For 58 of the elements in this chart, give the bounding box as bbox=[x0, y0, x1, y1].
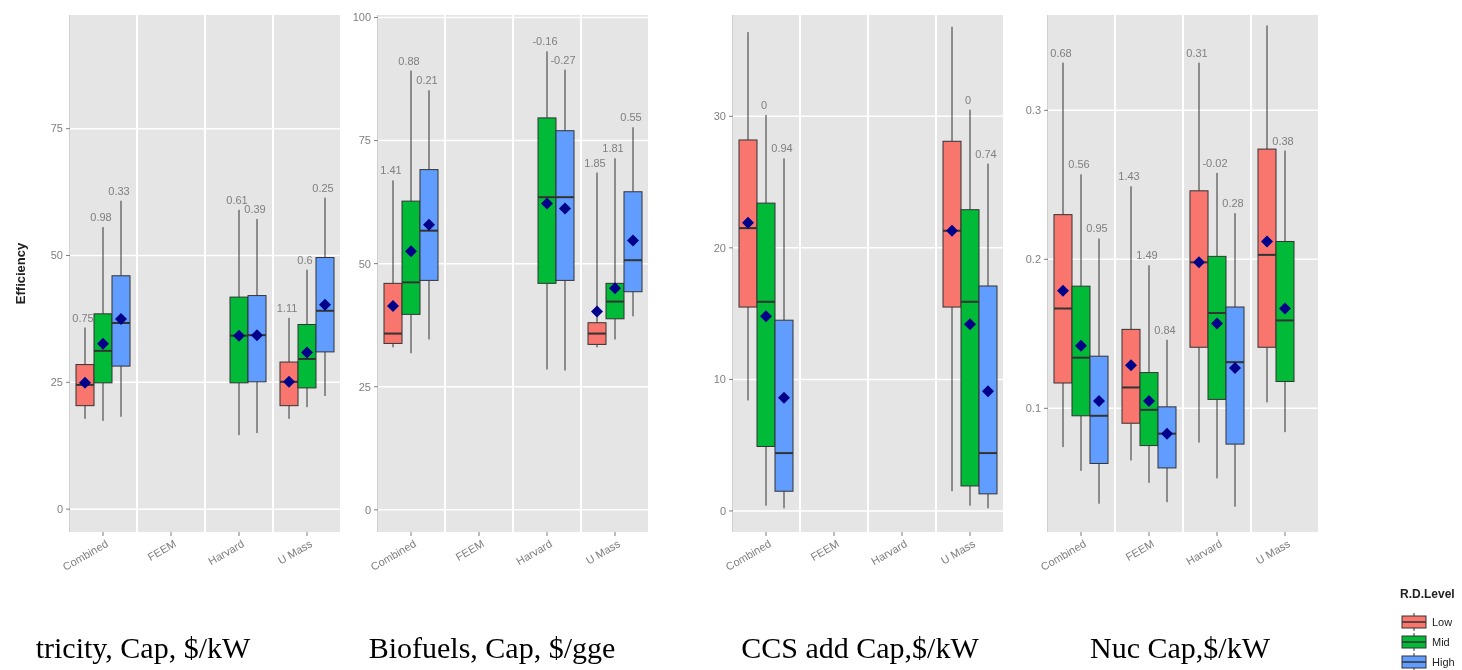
legend-label: Mid bbox=[1432, 636, 1450, 648]
text: 0.28 bbox=[1222, 197, 1244, 210]
text: 0.25 bbox=[312, 181, 334, 194]
x-tick-label: U Mass bbox=[275, 537, 315, 567]
text: 0.95 bbox=[1086, 222, 1108, 235]
text: 1.49 bbox=[1136, 249, 1158, 262]
text: Nuc Cap,$/kW bbox=[1090, 631, 1271, 664]
y-tick-label: 10 bbox=[713, 373, 726, 386]
text: 0 bbox=[760, 98, 768, 111]
text: 1.81 bbox=[602, 142, 624, 155]
y-tick-label: 0 bbox=[719, 504, 726, 517]
y-tick-label: 75 bbox=[50, 122, 63, 135]
text: 0.68 bbox=[1050, 46, 1072, 59]
text: 0.31 bbox=[1186, 46, 1208, 59]
text: CCS add Cap,$/kW bbox=[741, 631, 980, 664]
text: 0.6 bbox=[297, 253, 313, 266]
y-tick-label: 75 bbox=[358, 134, 371, 147]
text: 0.94 bbox=[771, 142, 793, 155]
x-tick-label: U Mass bbox=[938, 537, 978, 567]
x-tick-label: U Mass bbox=[1253, 537, 1293, 567]
legend-label: Low bbox=[1432, 616, 1453, 628]
text: 1.41 bbox=[380, 164, 402, 177]
y-tick-label: 0 bbox=[56, 503, 63, 516]
y-tick-label: 25 bbox=[50, 376, 63, 389]
text: 1.11 bbox=[276, 301, 298, 314]
y-tick-label: 0 bbox=[364, 503, 371, 516]
y-tick-label: 30 bbox=[713, 110, 726, 123]
text: -0.02 bbox=[1202, 156, 1228, 169]
text: 0.98 bbox=[90, 211, 112, 224]
text: 0.84 bbox=[1154, 323, 1176, 336]
text: -0.27 bbox=[550, 53, 576, 66]
text: 0.33 bbox=[108, 184, 130, 197]
text: 0 bbox=[964, 93, 972, 106]
y-tick-label: 50 bbox=[50, 249, 63, 262]
text: Biofuels, Cap, $/gge bbox=[368, 631, 616, 664]
x-tick-label: U Mass bbox=[583, 537, 623, 567]
y-tick-label: 100 bbox=[352, 11, 371, 24]
legend-label: High bbox=[1432, 656, 1455, 668]
text: 0.88 bbox=[398, 54, 420, 67]
y-tick-label: 50 bbox=[358, 257, 371, 270]
text: -0.16 bbox=[532, 35, 558, 48]
text: 0.56 bbox=[1068, 158, 1090, 171]
text: 0.75 bbox=[72, 311, 94, 324]
y-tick-label: 0.3 bbox=[1025, 104, 1041, 117]
text: 0.55 bbox=[620, 111, 642, 124]
text: 1.43 bbox=[1118, 170, 1140, 183]
text: 0.21 bbox=[416, 74, 438, 87]
text: 1.85 bbox=[584, 156, 606, 169]
y-tick-label: 0.1 bbox=[1025, 402, 1041, 415]
text: 0.38 bbox=[1272, 134, 1294, 147]
text: tricity, Cap, $/kW bbox=[35, 631, 252, 664]
y-axis-title: Efficiency bbox=[13, 242, 28, 305]
text: 0.61 bbox=[226, 193, 248, 206]
y-tick-label: 0.2 bbox=[1025, 253, 1041, 266]
text: 0.74 bbox=[975, 147, 997, 160]
legend-title: R.D.Level bbox=[1400, 587, 1455, 601]
y-tick-label: 20 bbox=[713, 241, 726, 254]
y-tick-label: 25 bbox=[358, 380, 371, 393]
